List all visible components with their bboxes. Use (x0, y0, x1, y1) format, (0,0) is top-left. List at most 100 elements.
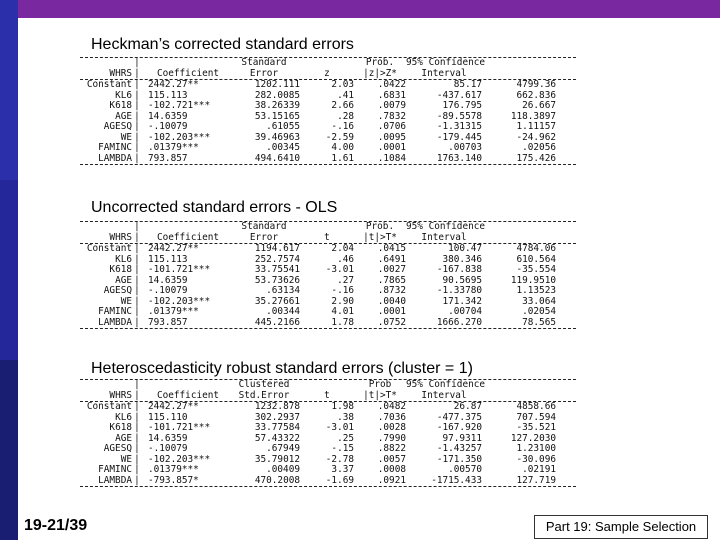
ci-lower: -477.375 (436, 411, 482, 423)
column-separator: | (134, 89, 140, 101)
test-stat: 1.78 (331, 316, 354, 328)
ci-lower: -167.838 (436, 264, 482, 275)
ci-upper: -35.521 (516, 422, 556, 433)
ci-lower: 380.346 (442, 253, 482, 265)
test-stat: 2.04 (331, 243, 354, 254)
variable-name: Constant (86, 401, 132, 412)
test-stat: 2.90 (331, 295, 354, 307)
variable-name: LAMBDA (98, 474, 132, 486)
header-cell: 95% Confidence (406, 221, 486, 232)
column-separator: | (134, 285, 140, 296)
ci-upper: 1.23100 (516, 443, 556, 454)
coefficient: -101.721*** (148, 264, 211, 275)
p-value: .8822 (377, 443, 406, 454)
coefficient: -793.857* (148, 474, 199, 486)
header-cell: Prob (368, 379, 392, 390)
coefficient: -102.203*** (148, 453, 211, 465)
column-separator: | (134, 411, 140, 423)
table-row: LAMBDA | -793.857* 470.2008 -1.69 .0921 -1715.… (80, 474, 576, 487)
table-rule (80, 486, 576, 487)
header-cell: Interval (421, 67, 467, 79)
column-separator: | (134, 274, 140, 286)
p-value: .8732 (377, 285, 406, 296)
p-value: .1084 (377, 152, 406, 164)
coefficient: 2442.27** (148, 401, 199, 412)
p-value: .0057 (377, 453, 406, 465)
header-cell: WHRS (109, 67, 132, 79)
std-error: 494.6410 (254, 152, 300, 164)
coefficient: -.10079 (148, 285, 188, 296)
p-value: .7990 (377, 432, 406, 444)
ci-upper: 4858.66 (516, 401, 556, 412)
p-value: .0752 (377, 316, 406, 328)
std-error: 35.79012 (254, 453, 300, 465)
ci-upper: 1.11157 (516, 121, 556, 132)
column-separator: | (134, 142, 140, 153)
coefficient: 14.6359 (148, 432, 188, 444)
std-error: 1194.617 (254, 243, 300, 254)
ci-upper: -35.554 (516, 264, 556, 275)
table-row: KL6 | 115.113 282.0085 .41 .6831 -437.617 662.8… (80, 89, 576, 102)
column-separator: | (134, 474, 140, 486)
coefficient: 2442.27** (148, 243, 199, 254)
header-cell: Error (249, 231, 279, 243)
p-value: .0079 (377, 100, 406, 111)
variable-name: AGE (115, 432, 132, 444)
ci-lower: 1666.270 (436, 316, 482, 328)
test-stat: 1.61 (331, 152, 354, 164)
variable-name: FAMINC (98, 142, 132, 153)
test-stat: 4.00 (331, 142, 354, 153)
std-error: 33.77584 (254, 422, 300, 433)
header-cell: Interval (421, 231, 467, 243)
column-separator: | (134, 464, 140, 475)
table-rule (80, 79, 576, 80)
header-cell (80, 58, 132, 69)
table-row: AGE | 14.6359 53.15165 .28 .7832 -89.5578 118.3… (80, 110, 576, 123)
header-cell: z (324, 67, 330, 79)
header-cell (482, 380, 556, 391)
p-value: .7865 (377, 274, 406, 286)
table-header-row: WHRS | Coefficient Error t |t|>T* Interval (80, 231, 576, 244)
table-row: LAMBDA | 793.857 445.2166 1.78 .0752 1666.270 7… (80, 316, 576, 329)
test-stat: .27 (337, 274, 354, 286)
std-error: 445.2166 (254, 316, 300, 328)
header-cell: Prob. (365, 221, 395, 232)
ci-lower: 97.9311 (442, 432, 482, 444)
std-error: 470.2008 (254, 474, 300, 486)
header-cell: t (324, 231, 330, 243)
ci-upper: .02191 (522, 464, 556, 475)
test-stat: .41 (337, 89, 354, 101)
std-error: 1202.111 (254, 79, 300, 90)
std-error: 53.15165 (254, 110, 300, 122)
section-title: Uncorrected standard errors - OLS (91, 199, 338, 216)
header-cell: Std.Error (238, 389, 290, 401)
ci-lower: -171.350 (436, 453, 482, 465)
section-label: Part 19: Sample Selection (534, 515, 708, 539)
section-title: Heckman’s corrected standard errors (91, 36, 354, 53)
coefficient: 14.6359 (148, 110, 188, 122)
table-row: AGESQ | -.10079 .61055 -.16 .0706 -1.31315 1.11… (80, 121, 576, 133)
table-row: Constant | 2442.27** 1194.617 2.04 .0415 100.4… (80, 243, 576, 255)
header-cell: 95% Confidence (406, 379, 486, 390)
column-separator: | (134, 100, 140, 111)
table-row: AGESQ | -.10079 .63134 -.16 .8732 -1.33780 1.13… (80, 285, 576, 297)
header-cell: Coefficient (156, 231, 220, 243)
test-stat: -2.59 (325, 131, 354, 143)
std-error: 282.0085 (254, 89, 300, 101)
table-header-row: | Standard Prob. 95% Confidence (80, 57, 576, 69)
p-value: .0028 (377, 422, 406, 433)
regression-table: | Standard Prob. 95% Confidence WHRS | Coeffic… (80, 221, 576, 329)
std-error: .00409 (266, 464, 300, 475)
ci-lower: .00570 (448, 464, 482, 475)
p-value: .0422 (377, 79, 406, 90)
p-value: .0001 (377, 142, 406, 153)
accent-segment (0, 180, 18, 360)
table-rule (80, 328, 576, 329)
test-stat: -1.69 (325, 474, 354, 486)
test-stat: .25 (337, 432, 354, 444)
table-row: K618 | -101.721*** 33.77584 -3.01 .0028 -167.9… (80, 422, 576, 434)
header-cell (482, 233, 556, 244)
header-cell (142, 380, 228, 391)
ci-upper: 4784.06 (516, 243, 556, 254)
left-accent-bar (0, 0, 18, 540)
